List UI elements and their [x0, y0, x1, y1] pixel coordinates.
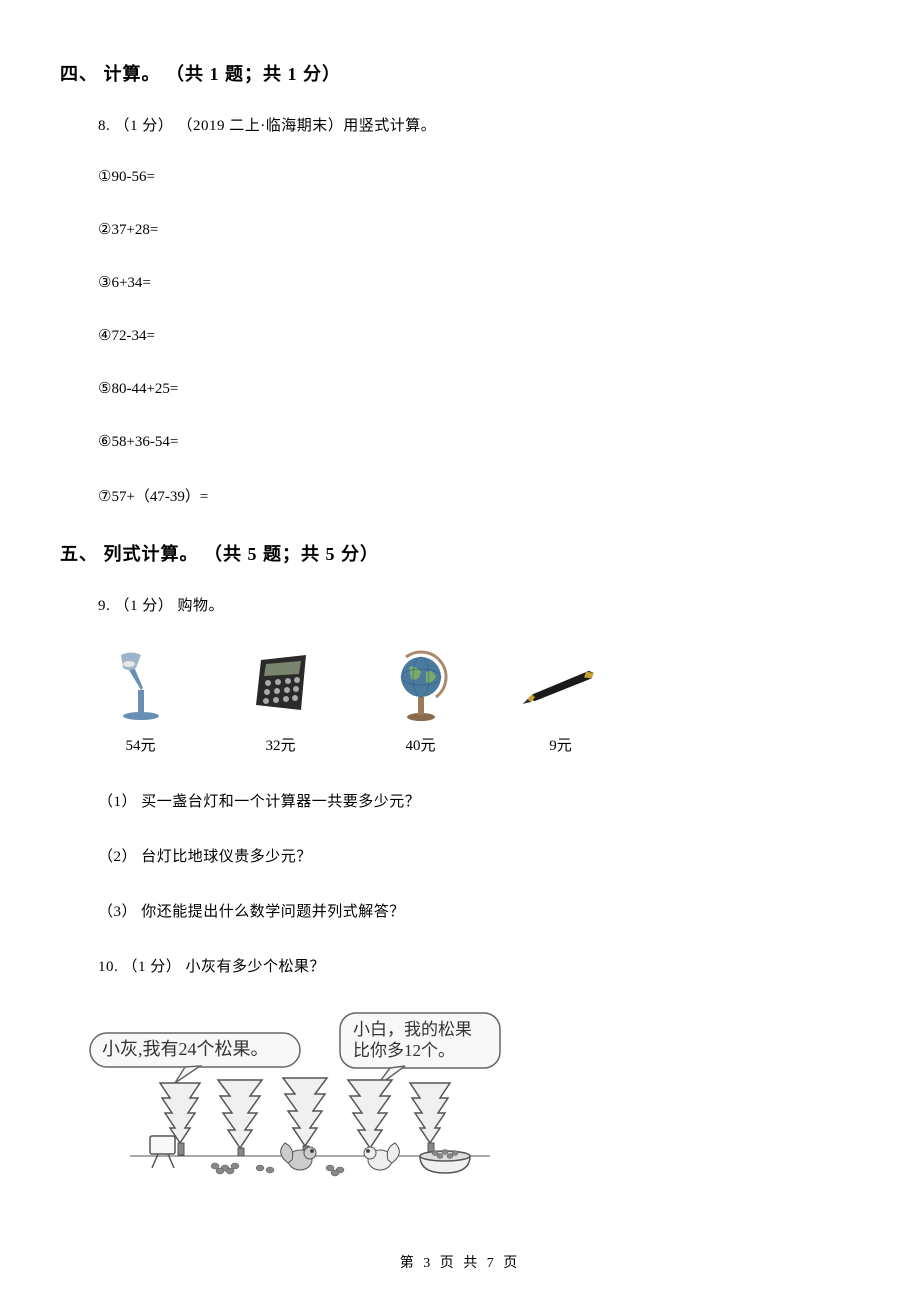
- q8-eq-7: ⑦57+（47-39）=: [98, 485, 860, 506]
- q10-illustration: 小灰,我有24个松果。 小白，我的松果 比你多12个。: [80, 1008, 860, 1183]
- q8-eq-5: ⑤80-44+25=: [98, 379, 860, 398]
- shop-item-calculator: 32元: [238, 647, 323, 755]
- squirrel-left-icon: [281, 1143, 316, 1170]
- section-4-heading: 四、 计算。 （共 1 题；共 1 分）: [60, 60, 860, 86]
- calculator-price: 32元: [265, 734, 295, 755]
- lamp-price: 54元: [125, 734, 155, 755]
- q8-intro: 8. （1 分） （2019 二上·临海期末）用竖式计算。: [98, 114, 860, 135]
- shop-items-row: 54元 32元: [98, 647, 860, 755]
- q9-intro: 9. （1 分） 购物。: [98, 594, 860, 615]
- sign-icon: [150, 1136, 175, 1168]
- q9-sub2: （2） 台灯比地球仪贵多少元？: [98, 845, 860, 866]
- calculator-icon: [238, 647, 323, 722]
- pen-price: 9元: [549, 734, 572, 755]
- trees-icon: [160, 1078, 450, 1148]
- page-footer: 第 3 页 共 7 页: [0, 1252, 920, 1272]
- pen-icon: [518, 647, 603, 722]
- q8-eq-2: ②37+28=: [98, 220, 860, 239]
- q8-eq-6: ⑥58+36-54=: [98, 432, 860, 451]
- bowl-icon: [420, 1150, 470, 1174]
- section-5-heading: 五、 列式计算。 （共 5 题；共 5 分）: [60, 540, 860, 566]
- shop-item-lamp: 54元: [98, 647, 183, 755]
- q9-sub1: （1） 买一盏台灯和一个计算器一共要多少元？: [98, 790, 860, 811]
- pinecones-left-icon: [211, 1163, 344, 1176]
- lamp-icon: [98, 647, 183, 722]
- q10-intro: 10. （1 分） 小灰有多少个松果？: [98, 955, 860, 976]
- globe-icon: [378, 647, 463, 722]
- q9-sub3: （3） 你还能提出什么数学问题并列式解答？: [98, 900, 860, 921]
- squirrel-right-icon: [364, 1143, 399, 1170]
- bubble-right-text1: 小白，我的松果: [353, 1020, 472, 1039]
- globe-price: 40元: [405, 734, 435, 755]
- shop-item-pen: 9元: [518, 647, 603, 755]
- bubble-left-text: 小灰,我有24个松果。: [102, 1039, 269, 1059]
- bubble-right-text2: 比你多12个。: [353, 1041, 455, 1060]
- q8-eq-1: ①90-56=: [98, 167, 860, 186]
- q8-eq-3: ③6+34=: [98, 273, 860, 292]
- shop-item-globe: 40元: [378, 647, 463, 755]
- q8-eq-4: ④72-34=: [98, 326, 860, 345]
